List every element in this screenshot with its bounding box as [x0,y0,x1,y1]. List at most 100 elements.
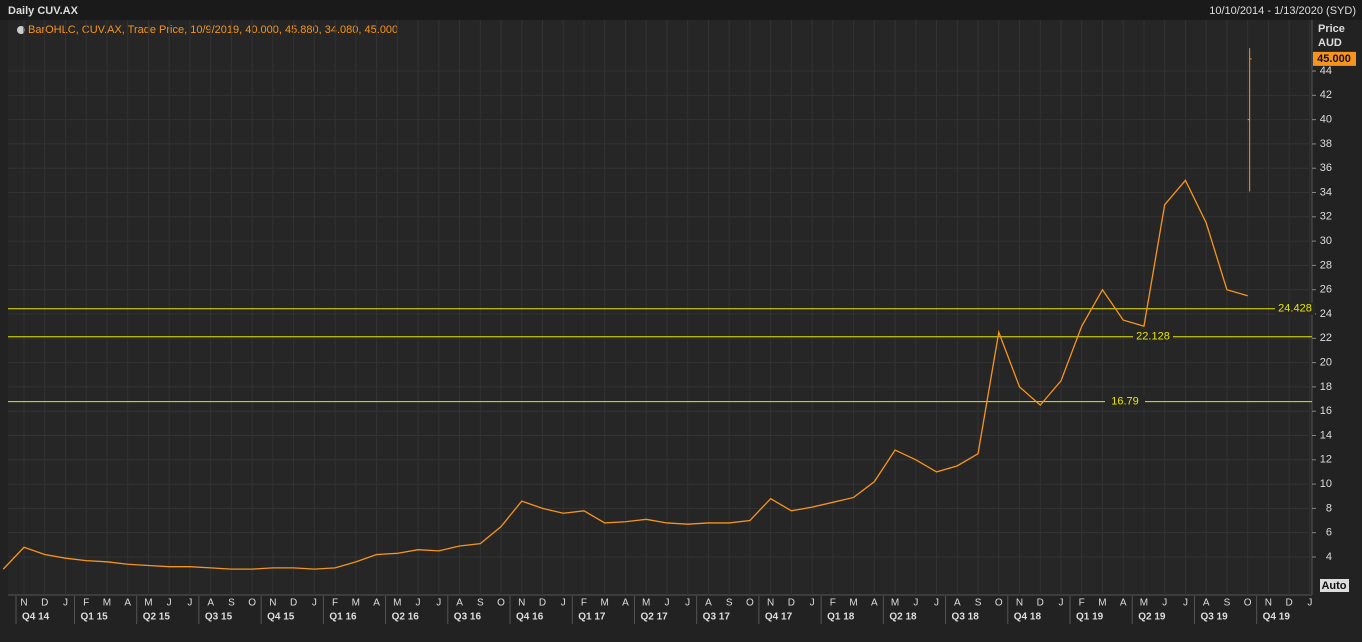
scale-mode-box[interactable] [1320,579,1349,592]
y-tick-label: 4 [1326,551,1332,563]
x-tick-label: N [269,598,276,609]
x-tick-label: O [1244,598,1252,609]
level-label-bg [1133,330,1173,343]
quarter-label: Q4 17 [765,612,793,623]
x-tick-label: O [248,598,256,609]
x-tick-label: M [1140,598,1148,609]
x-tick-label: M [1098,598,1106,609]
date-range: 10/10/2014 - 1/13/2020 (SYD) [1209,5,1356,17]
quarter-label: Q2 16 [392,612,420,623]
x-tick-label: D [539,598,546,609]
quarter-label: Q1 16 [329,612,357,623]
y-tick-label: 28 [1320,259,1332,271]
chart-title: Daily CUV.AX [8,5,79,17]
x-tick-label: F [581,598,587,609]
x-tick-label: A [1120,598,1127,609]
x-tick-label: J [1162,598,1167,609]
x-tick-label: N [518,598,525,609]
x-tick-label: D [1286,598,1293,609]
y-tick-label: 38 [1320,138,1332,150]
y-tick-label: 30 [1320,235,1332,247]
x-tick-label: J [685,598,690,609]
y-tick-label: 6 [1326,527,1332,539]
plot-area [8,20,1312,595]
x-tick-label: J [934,598,939,609]
y-tick-label: 14 [1320,429,1332,441]
x-tick-label: J [167,598,172,609]
x-tick-label: J [312,598,317,609]
quarter-label: Q1 17 [578,612,606,623]
x-tick-label: J [187,598,192,609]
quarter-label: Q2 19 [1138,612,1166,623]
x-tick-label: J [63,598,68,609]
header-bar [0,0,1362,20]
quarter-label: Q4 18 [1014,612,1042,623]
last-price-tag [1313,51,1356,66]
x-tick-label: M [393,598,401,609]
quarter-label: Q3 19 [1200,612,1228,623]
y-tick-label: 20 [1320,357,1332,369]
y-tick-label: 16 [1320,405,1332,417]
x-tick-label: S [477,598,484,609]
x-tick-label: N [1265,598,1272,609]
quarter-label: Q3 16 [454,612,482,623]
quarter-label: Q4 14 [22,612,50,623]
x-tick-label: F [83,598,89,609]
x-tick-label: A [373,598,380,609]
quarter-label: Q3 15 [205,612,233,623]
x-tick-label: N [1016,598,1023,609]
x-tick-label: F [1079,598,1085,609]
x-tick-label: J [561,598,566,609]
x-tick-label: M [849,598,857,609]
y-tick-label: 26 [1320,284,1332,296]
quarter-label: Q2 18 [889,612,917,623]
legend-entry: BarOHLC, CUV.AX, Trade Price, 10/9/2019,… [28,24,398,36]
quarter-label: Q4 16 [516,612,544,623]
price-line [2,179,1248,570]
x-tick-label: D [41,598,48,609]
x-tick-label: M [642,598,650,609]
quarter-label: Q2 15 [143,612,171,623]
scale-mode[interactable]: Auto [1321,580,1346,592]
x-tick-label: M [891,598,899,609]
y-tick-label: 40 [1320,114,1332,126]
level-label: 16.79 [1111,395,1139,407]
y-axis-label: Price [1318,23,1345,35]
x-tick-label: S [726,598,733,609]
x-tick-label: A [705,598,712,609]
level-label: 22.128 [1136,331,1170,343]
y-tick-label: 42 [1320,89,1332,101]
y-tick-label: 32 [1320,211,1332,223]
y-tick-label: 24 [1320,308,1332,320]
last-price-label: 45.000 [1317,53,1351,65]
x-tick-label: O [497,598,505,609]
x-tick-label: M [144,598,152,609]
y-axis-unit: AUD [1318,37,1342,49]
y-tick-label: 12 [1320,454,1332,466]
y-tick-label: 18 [1320,381,1332,393]
y-tick-label: 34 [1320,186,1332,198]
x-tick-label: A [622,598,629,609]
x-tick-label: D [290,598,297,609]
y-tick-label: 36 [1320,162,1332,174]
x-tick-label: J [913,598,918,609]
x-tick-label: J [664,598,669,609]
quarter-label: Q1 15 [80,612,108,623]
level-label: 24.428 [1278,303,1312,315]
x-tick-label: F [830,598,836,609]
x-tick-label: J [416,598,421,609]
x-tick-label: J [436,598,441,609]
x-tick-label: M [103,598,111,609]
x-tick-label: O [746,598,754,609]
x-tick-label: M [352,598,360,609]
quarter-label: Q3 17 [703,612,731,623]
y-tick-label: 10 [1320,478,1332,490]
x-tick-label: A [124,598,131,609]
y-tick-label: 44 [1320,65,1332,77]
x-tick-label: O [995,598,1003,609]
level-label-bg [1275,302,1315,315]
x-tick-label: J [1183,598,1188,609]
x-tick-label: A [871,598,878,609]
x-tick-label: S [1224,598,1231,609]
legend-icon [17,26,25,34]
